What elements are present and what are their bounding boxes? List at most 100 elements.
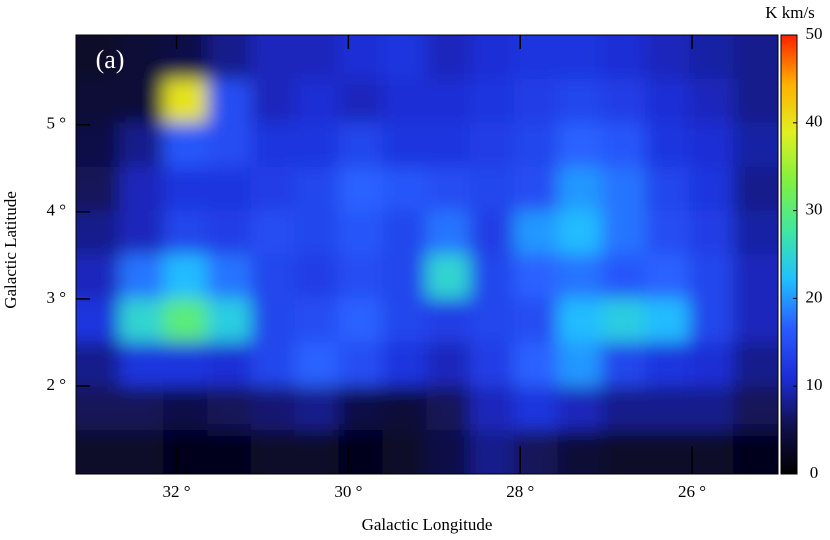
heatmap-cell xyxy=(76,122,121,168)
heatmap-cell xyxy=(513,342,559,388)
heatmap-cell xyxy=(689,122,734,168)
heatmap-cell xyxy=(469,78,515,125)
heatmap-cell xyxy=(645,254,691,300)
heatmap-cell xyxy=(163,254,209,300)
heatmap-cell xyxy=(469,35,515,80)
heatmap-cell xyxy=(513,430,559,474)
heatmap-cell xyxy=(163,342,209,388)
heatmap-cell xyxy=(119,210,165,256)
colorbar xyxy=(780,34,798,475)
heatmap-cell xyxy=(119,122,165,168)
heatmap-cell xyxy=(382,166,428,213)
heatmap-cell xyxy=(338,254,384,300)
heatmap-cell xyxy=(76,430,121,474)
heatmap-cell xyxy=(557,254,603,300)
heatmap-cell xyxy=(469,298,515,344)
heatmap-cell xyxy=(426,35,471,80)
heatmap-cell xyxy=(426,78,471,125)
heatmap-cell xyxy=(250,254,296,300)
heatmap-cell xyxy=(689,386,734,432)
heatmap-cell xyxy=(513,78,559,125)
heatmap-cell xyxy=(207,386,252,432)
heatmap-cell xyxy=(513,298,559,344)
heatmap-cell xyxy=(382,78,428,125)
heatmap-cell xyxy=(250,78,296,125)
heatmap-cell xyxy=(163,166,209,213)
heatmap-cell xyxy=(557,386,603,432)
heatmap-cell xyxy=(601,210,647,256)
heatmap-cell xyxy=(469,386,515,432)
heatmap-cell xyxy=(601,35,647,80)
colorbar-label: K km/s xyxy=(765,3,815,22)
heatmap-cell xyxy=(338,35,384,80)
heatmap-cell xyxy=(294,430,340,474)
heatmap-cell xyxy=(732,35,778,80)
heatmap-cell xyxy=(601,430,647,474)
heatmap-cell xyxy=(689,210,734,256)
y-tick-label: 3 ° xyxy=(46,288,66,307)
heatmap-cell xyxy=(732,430,778,474)
heatmap-cell xyxy=(338,78,384,125)
heatmap-cell xyxy=(689,342,734,388)
heatmap-cell xyxy=(689,166,734,213)
heatmap-cell xyxy=(250,122,296,168)
heatmap-cell xyxy=(119,35,165,80)
heatmap-cell xyxy=(469,254,515,300)
x-tick-label: 26 ° xyxy=(678,482,706,501)
heatmap-cell xyxy=(426,386,471,432)
y-tick-label: 2 ° xyxy=(46,375,66,394)
heatmap-cell xyxy=(382,122,428,168)
heatmap-cell xyxy=(382,210,428,256)
colorbar-tick-label: 30 xyxy=(806,200,823,219)
heatmap-cell xyxy=(513,35,559,80)
colorbar-tick-label: 20 xyxy=(806,287,823,306)
heatmap-cell xyxy=(601,298,647,344)
heatmap-cell xyxy=(732,78,778,125)
heatmap-cell xyxy=(601,122,647,168)
heatmap-cell xyxy=(294,78,340,125)
heatmap-cell xyxy=(76,166,121,213)
heatmap-cell xyxy=(119,254,165,300)
heatmap-cell xyxy=(382,342,428,388)
colorbar-tick-label: 0 xyxy=(810,463,819,482)
heatmap-cell xyxy=(732,210,778,256)
heatmap-cell xyxy=(382,386,428,432)
heatmap-cell xyxy=(250,166,296,213)
colorbar-tick-label: 50 xyxy=(806,24,823,43)
heatmap-cell xyxy=(513,122,559,168)
y-axis-label: Galactic Latitude xyxy=(1,191,20,309)
heatmap-cell xyxy=(163,298,209,344)
heatmap-cell xyxy=(732,122,778,168)
heatmap-cell xyxy=(469,430,515,474)
heatmap-cell xyxy=(338,430,384,474)
colorbar-tick-label: 10 xyxy=(806,375,823,394)
heatmap-cell xyxy=(645,122,691,168)
heatmap-cell xyxy=(645,386,691,432)
heatmap-cell xyxy=(645,342,691,388)
heatmap-cell xyxy=(163,35,209,80)
heatmap-cell xyxy=(294,254,340,300)
heatmap-cell xyxy=(163,122,209,168)
heatmap-cell xyxy=(557,298,603,344)
heatmap-cell xyxy=(732,386,778,432)
heatmap-cell xyxy=(601,254,647,300)
x-tick-label: 32 ° xyxy=(162,482,190,501)
heatmap-cell xyxy=(163,210,209,256)
panel-label: (a) xyxy=(96,45,125,74)
heatmap-cell xyxy=(338,166,384,213)
heatmap-cell xyxy=(76,210,121,256)
heatmap-cell xyxy=(601,166,647,213)
heatmap-cell xyxy=(426,298,471,344)
heatmap-cell xyxy=(557,78,603,125)
heatmap-cell xyxy=(119,386,165,432)
heatmap-cell xyxy=(338,298,384,344)
heatmap-cell xyxy=(76,35,121,80)
heatmap-cell xyxy=(557,210,603,256)
heatmap-cell xyxy=(426,254,471,300)
heatmap-cell xyxy=(557,35,603,80)
heatmap-cell xyxy=(645,166,691,213)
heatmap-cell xyxy=(119,166,165,213)
heatmap-cell xyxy=(469,122,515,168)
heatmap-cell xyxy=(76,298,121,344)
